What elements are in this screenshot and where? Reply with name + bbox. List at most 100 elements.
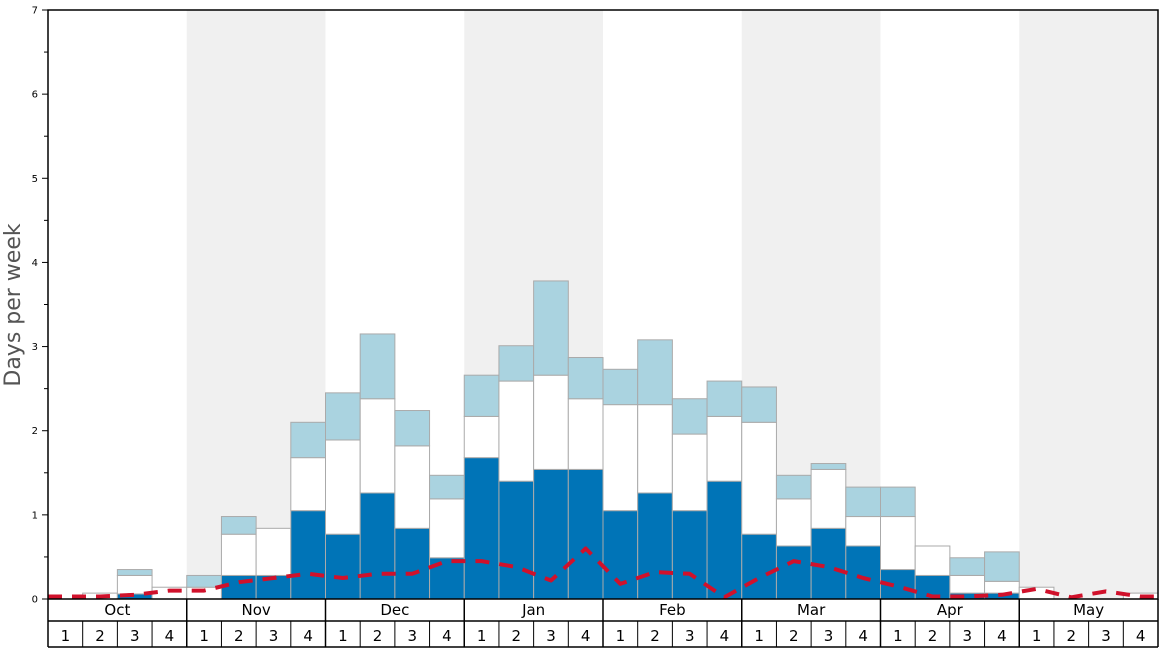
bar-segment-dark-15 [533, 468, 569, 600]
bar-segment-dark-20 [706, 480, 743, 600]
bar-segment-white-16 [567, 398, 604, 470]
bar-segment-white-24 [845, 516, 881, 547]
bar-segment-dark-8 [290, 510, 326, 600]
y-tick-label-7: 7 [32, 6, 38, 17]
week-label-dec-1: 1 [338, 627, 348, 645]
week-label-oct-3: 3 [130, 627, 140, 645]
average-line-path [48, 546, 1158, 600]
bar-segment-light-27 [949, 557, 986, 576]
week-label-dec-3: 3 [407, 627, 417, 645]
week-label-may-4: 4 [1136, 627, 1146, 645]
month-label-apr: Apr [937, 601, 964, 619]
bar-segment-light-15 [533, 280, 569, 376]
week-label-may-3: 3 [1101, 627, 1111, 645]
week-label-apr-3: 3 [962, 627, 972, 645]
y-tick-label-6: 6 [32, 90, 38, 101]
week-label-nov-1: 1 [199, 627, 209, 645]
bar-segment-white-15 [533, 374, 569, 470]
week-label-mar-3: 3 [824, 627, 834, 645]
bar-segment-white-8 [290, 457, 326, 512]
bar-segment-light-23 [810, 463, 847, 470]
week-label-feb-2: 2 [650, 627, 660, 645]
week-label-apr-4: 4 [997, 627, 1007, 645]
bar-segment-light-3 [116, 569, 153, 576]
week-label-nov-2: 2 [234, 627, 244, 645]
week-label-oct-4: 4 [165, 627, 175, 645]
bar-segment-dark-11 [394, 527, 431, 600]
bar-segment-light-12 [429, 474, 465, 500]
week-label-feb-4: 4 [720, 627, 730, 645]
bar-segment-dark-19 [671, 510, 708, 600]
y-axis: 0 1 2 3 4 5 6 7 [32, 6, 48, 606]
bar-segment-white-7 [255, 527, 292, 576]
bar-segment-white-23 [810, 468, 847, 529]
week-label-nov-3: 3 [269, 627, 279, 645]
week-label-oct-2: 2 [95, 627, 105, 645]
week-label-apr-2: 2 [928, 627, 938, 645]
bar-segment-white-14 [498, 380, 535, 482]
week-label-mar-2: 2 [789, 627, 799, 645]
y-axis-title: Days per week [1, 223, 26, 386]
bar-segment-light-28 [984, 551, 1020, 582]
bar-segment-light-17 [602, 368, 639, 406]
month-label-may: May [1073, 601, 1104, 619]
bar-segment-light-11 [394, 410, 431, 447]
bar-segment-white-26 [914, 545, 951, 576]
week-label-dec-2: 2 [373, 627, 383, 645]
bar-segment-white-9 [325, 439, 361, 535]
plot-frame [47, 9, 1159, 600]
bar-segment-white-20 [706, 415, 743, 482]
bar-segment-light-5 [186, 574, 222, 588]
week-label-mar-4: 4 [858, 627, 868, 645]
week-label-jan-2: 2 [512, 627, 522, 645]
bar-segment-light-13 [463, 374, 500, 417]
bar-segment-light-18 [637, 339, 673, 406]
bar-segment-light-24 [845, 486, 881, 518]
week-label-may-2: 2 [1067, 627, 1077, 645]
bar-segment-white-11 [394, 445, 431, 529]
bar-segment-white-10 [359, 398, 396, 494]
bar-segment-white-28 [984, 580, 1020, 594]
bar-segment-white-22 [775, 498, 812, 547]
bar-segment-white-13 [463, 415, 500, 459]
bar-segment-dark-14 [498, 480, 535, 600]
bar-segment-white-3 [116, 574, 153, 595]
bar-segment-white-18 [637, 404, 673, 494]
bar-segment-light-25 [880, 486, 916, 518]
month-label-oct: Oct [104, 601, 130, 619]
bar-segment-dark-21 [741, 533, 777, 600]
week-label-apr-1: 1 [893, 627, 903, 645]
bar-segment-white-17 [602, 404, 639, 512]
average-line [48, 546, 1158, 600]
week-label-jan-4: 4 [581, 627, 591, 645]
bar-segment-white-6 [220, 533, 257, 576]
bar-segment-white-19 [671, 433, 708, 512]
week-label-dec-4: 4 [442, 627, 452, 645]
bar-segment-dark-22 [775, 545, 812, 600]
bar-segment-white-25 [880, 516, 916, 571]
month-label-jan: Jan [521, 601, 545, 619]
bars [82, 280, 1159, 600]
month-label-nov: Nov [241, 601, 270, 619]
bar-segment-light-9 [325, 392, 361, 441]
month-label-mar: Mar [797, 601, 826, 619]
bar-segment-dark-16 [567, 468, 604, 600]
bar-segment-light-14 [498, 345, 535, 382]
y-tick-label-4: 4 [32, 258, 38, 269]
week-label-jan-3: 3 [546, 627, 556, 645]
week-label-jan-1: 1 [477, 627, 487, 645]
y-tick-label-5: 5 [32, 174, 38, 185]
week-label-mar-1: 1 [754, 627, 764, 645]
month-band-may [1019, 10, 1158, 599]
y-tick-label-3: 3 [32, 342, 38, 353]
week-label-feb-1: 1 [616, 627, 626, 645]
bar-segment-dark-9 [325, 533, 361, 600]
bar-segment-light-10 [359, 333, 396, 400]
bar-segment-light-20 [706, 380, 743, 417]
bar-segment-white-21 [741, 421, 777, 535]
y-tick-label-2: 2 [32, 426, 38, 437]
bar-segment-light-16 [567, 357, 604, 400]
bar-segment-white-27 [949, 574, 986, 594]
week-label-feb-3: 3 [685, 627, 695, 645]
week-label-oct-1: 1 [61, 627, 71, 645]
